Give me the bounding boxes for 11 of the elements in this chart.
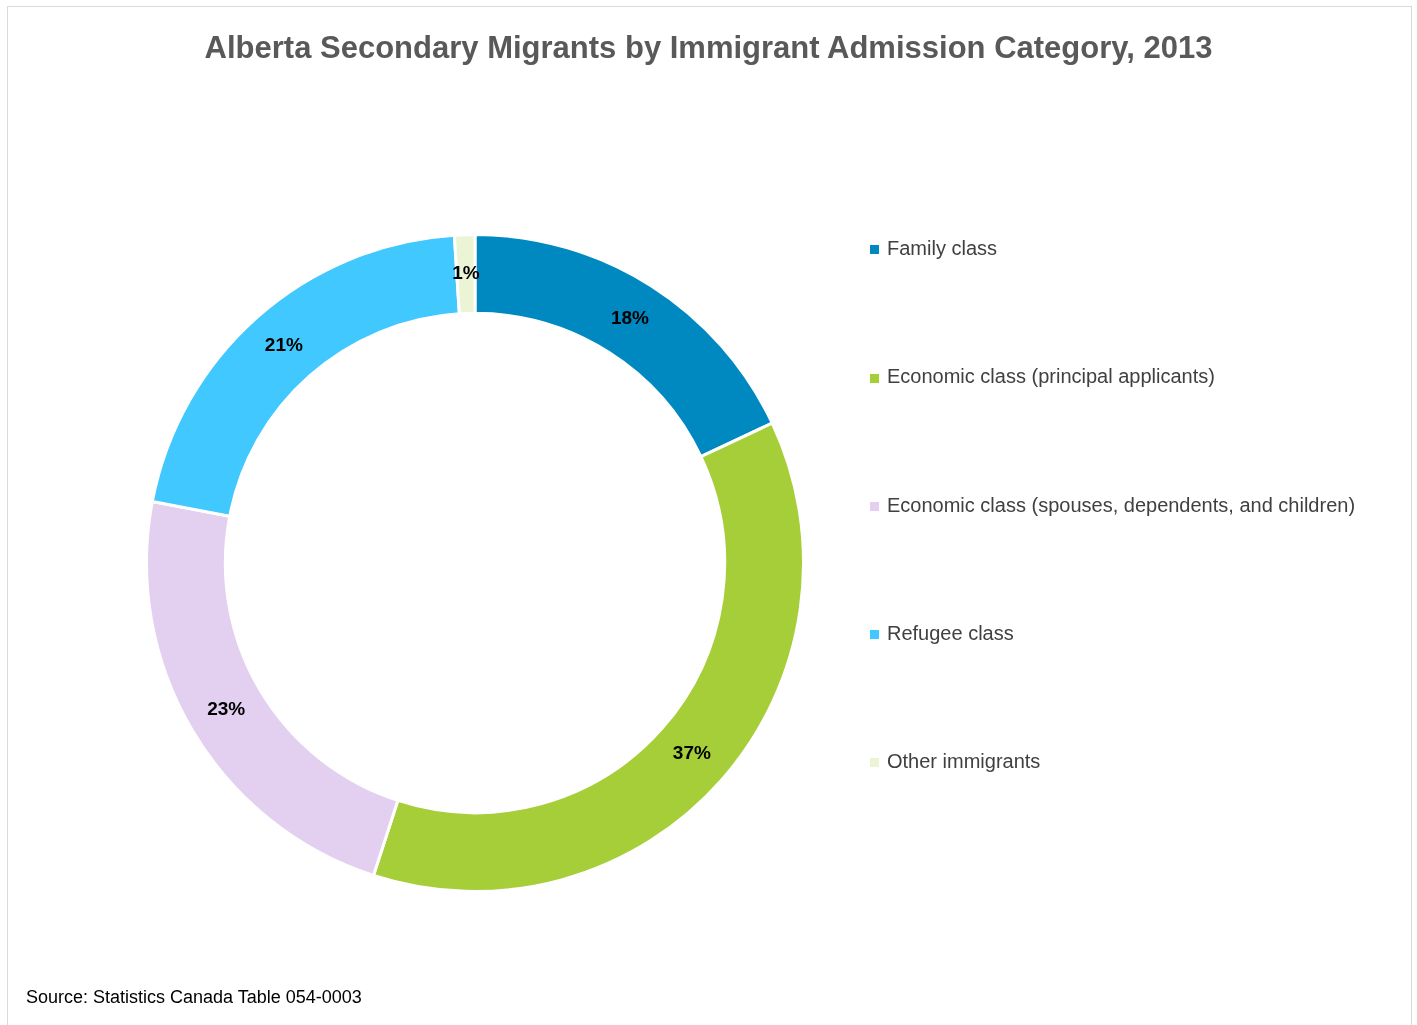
chart-title: Alberta Secondary Migrants by Immigrant Admission Category, 2013 (203, 30, 1214, 66)
legend-label: Other immigrants (887, 750, 1041, 773)
legend-label: Family class (887, 237, 998, 259)
data-label: 21% (264, 334, 303, 356)
legend-label: Refugee class (887, 621, 1014, 644)
legend-label: Economic class (spouses, dependents, and children) (887, 493, 1356, 516)
data-label: 37% (672, 742, 711, 764)
data-label: 18% (610, 307, 650, 329)
legend-label: Economic class (principal applicants) (887, 365, 1215, 388)
source-note: Source: Statistics Canada Table 054-0003 (26, 987, 362, 1008)
data-label: 23% (207, 698, 246, 720)
